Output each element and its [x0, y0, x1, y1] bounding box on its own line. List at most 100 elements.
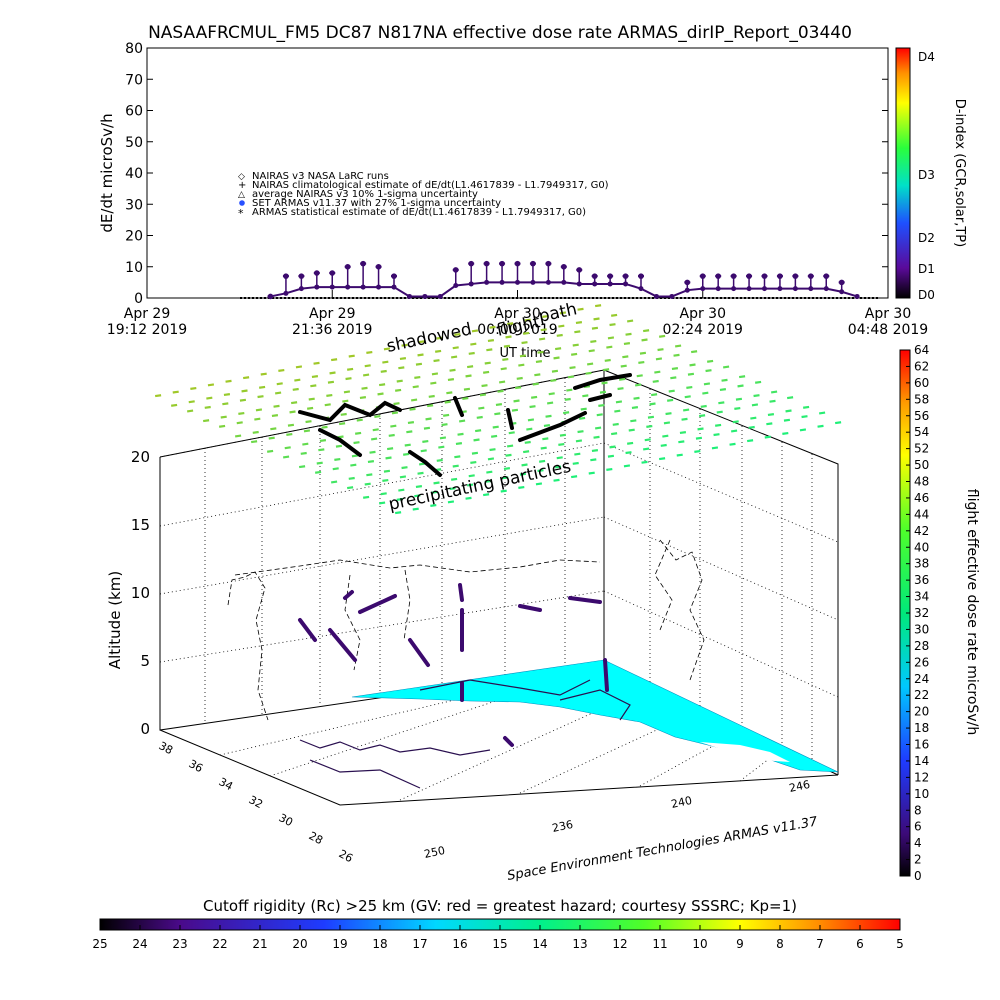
ts-baseline-dot	[728, 297, 730, 299]
ts-baseline-dot	[572, 297, 574, 299]
precip-mark	[310, 384, 317, 388]
precip-mark	[484, 361, 491, 365]
ts-baseline-dot	[340, 297, 342, 299]
cutoff-tick-label: 10	[692, 937, 707, 951]
ts-baseline-dot	[520, 297, 522, 299]
ts-baseline-dot	[580, 297, 582, 299]
precip-mark	[457, 432, 464, 436]
precip-mark	[633, 396, 640, 400]
latitude-axis-ticks: 38 36 34 32 30 28 26	[157, 739, 355, 865]
precip-mark	[220, 415, 227, 419]
precip-mark	[466, 365, 474, 369]
latitude-tick-label: 38	[157, 739, 175, 757]
latitude-tick-label: 30	[277, 811, 295, 829]
ts-series-armas-point	[422, 293, 428, 299]
ts-baseline-dot	[680, 297, 682, 299]
precip-mark	[425, 417, 432, 421]
precip-mark	[486, 348, 493, 352]
legend-marker-diamond: ◇	[238, 172, 245, 182]
cutoff-tick-label: 15	[492, 937, 507, 951]
legend-marker-plus: +	[238, 180, 246, 191]
cutoff-colorbar: Cutoff rigidity (Rc) >25 km (GV: red = g…	[92, 897, 903, 951]
ts-baseline-dot	[744, 297, 746, 299]
precip-mark	[414, 375, 421, 379]
ts-baseline-dot	[740, 297, 742, 299]
precip-mark	[294, 378, 301, 382]
ts-baseline-dot	[852, 297, 854, 299]
precip-mark	[276, 382, 283, 386]
precip-mark	[643, 329, 650, 333]
precip-mark	[595, 304, 602, 308]
precip-mark	[274, 391, 282, 395]
dose-tick-label: 8	[914, 803, 922, 817]
precip-mark	[492, 425, 499, 429]
ts-baseline-dot	[504, 297, 506, 299]
precip-mark	[601, 381, 608, 385]
dose-tick-label: 12	[914, 770, 929, 784]
precip-mark	[299, 465, 306, 469]
legend-marker-asterisk: *	[238, 207, 244, 220]
ts-baseline-dot	[540, 297, 542, 299]
dose-colorbar-label: flight effective dose rate microSv/h	[964, 489, 980, 735]
precip-mark	[206, 396, 213, 400]
precip-mark	[271, 414, 279, 418]
precip-mark	[670, 376, 677, 380]
ts-baseline-dot	[492, 297, 494, 299]
cutoff-tick-label: 24	[132, 937, 147, 951]
ts-baseline-dot	[380, 297, 382, 299]
precip-mark	[484, 479, 491, 483]
latitude-tick-label: 36	[187, 757, 205, 775]
dose-tick-label: 28	[914, 639, 929, 653]
precip-mark	[755, 380, 762, 384]
ts-baseline-dot	[864, 297, 866, 299]
precip-mark	[591, 449, 599, 453]
annotation-shadowed: shadowed	[385, 319, 474, 357]
longitude-tick-label: 240	[670, 794, 693, 811]
ts-baseline-dot	[808, 297, 810, 299]
precip-mark	[655, 357, 663, 361]
ts-uncertainty-dot	[468, 260, 474, 267]
precip-mark	[311, 375, 319, 379]
precip-mark	[505, 335, 512, 339]
precip-mark	[422, 439, 429, 443]
precip-mark	[324, 403, 331, 407]
precip-mark	[631, 406, 639, 410]
ts-baseline-dot	[844, 297, 846, 299]
flight-path-wall-projection	[227, 539, 705, 721]
cutoff-tick-label: 16	[452, 937, 467, 951]
cutoff-tick-label: 12	[612, 937, 627, 951]
precip-mark	[767, 413, 775, 417]
precip-mark	[521, 463, 528, 467]
precip-mark	[721, 378, 728, 382]
ts-uncertainty-dot	[777, 273, 783, 279]
precip-mark	[591, 326, 599, 330]
precip-mark	[383, 347, 391, 351]
precip-mark	[534, 373, 541, 377]
dose-tick-label: 4	[914, 836, 922, 850]
precip-mark	[671, 367, 679, 371]
longitude-tick-label: 246	[788, 778, 811, 795]
ts-uncertainty-dot	[622, 273, 629, 279]
ts-baseline-dot	[324, 297, 326, 299]
precip-mark	[660, 443, 667, 447]
precip-mark	[503, 467, 511, 471]
precip-mark	[644, 438, 651, 442]
altitude-tick-label: 10	[131, 584, 150, 602]
precip-mark	[345, 377, 352, 381]
precip-mark	[393, 402, 400, 406]
precip-mark	[291, 401, 298, 405]
precip-mark	[335, 444, 343, 448]
precip-mark	[771, 390, 778, 394]
precip-mark	[665, 412, 672, 416]
ts-baseline-dot	[328, 297, 330, 299]
ts-baseline-dot	[576, 297, 578, 299]
ts-baseline-dot	[404, 297, 406, 299]
ts-baseline-dot	[800, 297, 802, 299]
ts-baseline-dot	[776, 297, 778, 299]
ts-baseline-dot	[436, 297, 438, 299]
ts-baseline-dot	[464, 297, 466, 299]
precip-mark	[300, 451, 307, 455]
ts-x-tick-line1: Apr 30	[865, 306, 911, 322]
cutoff-tick-label: 18	[372, 937, 387, 951]
precip-mark	[537, 469, 544, 473]
